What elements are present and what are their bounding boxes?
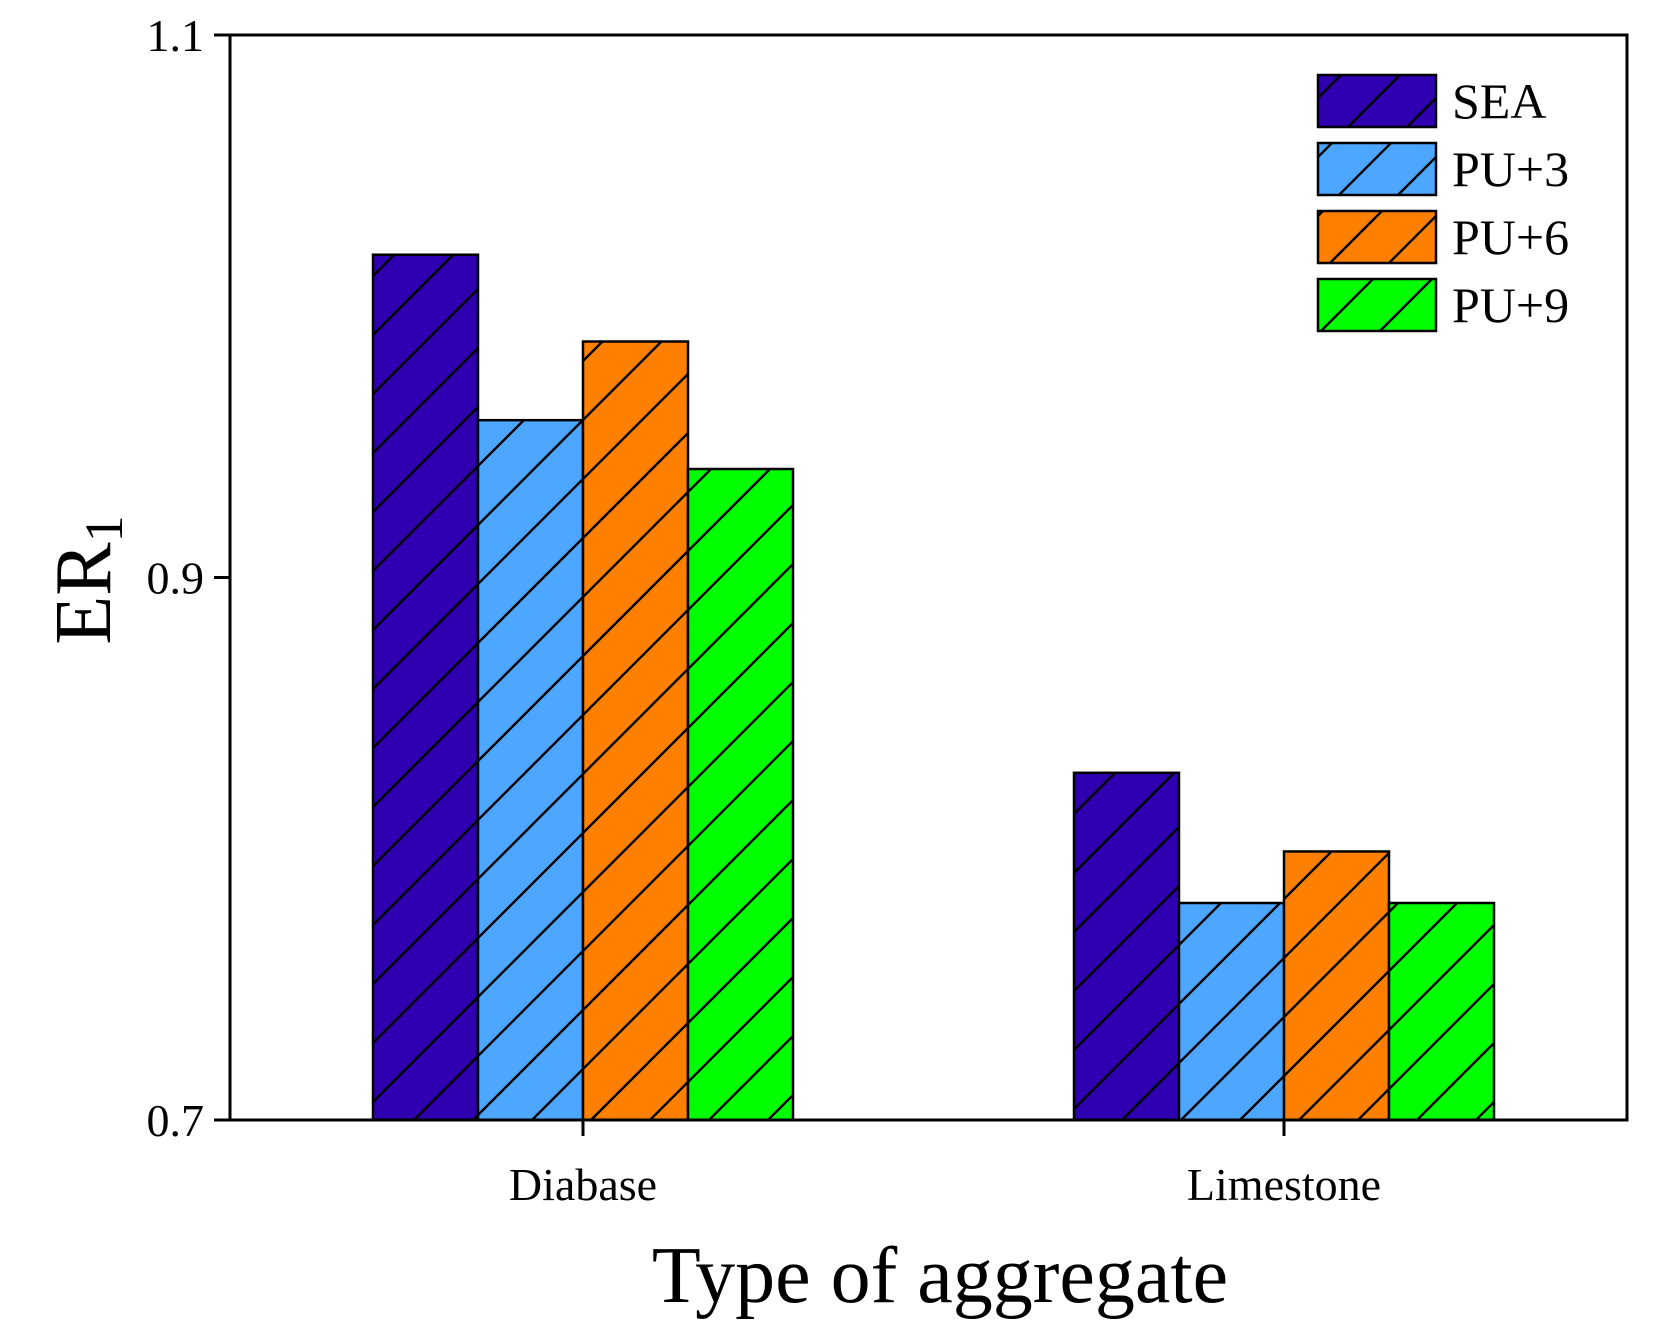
bar-diabase-pu6 xyxy=(581,340,690,1122)
bar-limestone-pu6 xyxy=(1282,850,1391,1122)
bar-limestone-pu3 xyxy=(1177,901,1286,1122)
bar-limestone-pu9 xyxy=(1387,901,1496,1122)
y-axis-title-main: ER xyxy=(40,542,128,645)
bar-diabase-sea xyxy=(371,253,480,1122)
legend-swatch-pu9 xyxy=(1316,277,1438,333)
svg-text:ER1: ER1 xyxy=(40,515,134,644)
y-tick-label: 0.7 xyxy=(147,1095,205,1146)
legend-label: PU+6 xyxy=(1452,209,1569,265)
legend: SEA PU+3 PU+6 PU+9 xyxy=(1316,73,1569,333)
x-axis-title: Type of aggregate xyxy=(652,1232,1228,1320)
legend-label: SEA xyxy=(1452,73,1546,129)
y-tick-label: 0.9 xyxy=(147,553,205,604)
legend-label: PU+3 xyxy=(1452,141,1569,197)
legend-swatch-pu6 xyxy=(1316,209,1438,265)
x-tick-label-limestone: Limestone xyxy=(1187,1159,1381,1210)
axes-layer: 0.7 0.9 1.1 Diabase Limestone xyxy=(147,10,1382,1210)
bars-layer xyxy=(371,253,1496,1122)
legend-swatch-sea xyxy=(1316,73,1438,129)
legend-label: PU+9 xyxy=(1452,277,1569,333)
bar-diabase-pu3 xyxy=(476,418,585,1122)
x-tick-label-diabase: Diabase xyxy=(509,1159,657,1210)
y-axis-title-subscript: 1 xyxy=(74,515,134,542)
y-axis-title: ER1 xyxy=(40,515,134,644)
legend-swatch-pu3 xyxy=(1316,141,1438,197)
bar-diabase-pu9 xyxy=(686,467,795,1122)
y-tick-label: 1.1 xyxy=(147,10,205,61)
bar-limestone-sea xyxy=(1072,771,1181,1122)
